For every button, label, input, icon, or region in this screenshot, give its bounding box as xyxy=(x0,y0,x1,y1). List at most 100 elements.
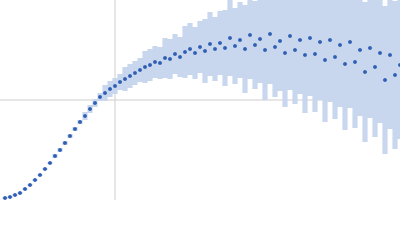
data-point xyxy=(248,33,252,37)
data-point xyxy=(183,50,187,54)
data-point xyxy=(193,51,197,55)
data-point xyxy=(363,70,367,74)
error-bar xyxy=(307,0,313,96)
data-point xyxy=(148,63,152,67)
data-point xyxy=(233,44,237,48)
data-point xyxy=(73,127,77,131)
data-point xyxy=(13,193,17,197)
data-point xyxy=(83,114,87,118)
data-point xyxy=(263,48,267,52)
data-point xyxy=(23,187,27,191)
data-point xyxy=(48,161,52,165)
data-point xyxy=(143,65,147,69)
error-bar xyxy=(317,0,323,100)
error-bar xyxy=(357,0,363,116)
error-bar xyxy=(312,0,318,112)
data-point xyxy=(228,36,232,40)
data-point xyxy=(103,91,107,95)
data-point xyxy=(343,62,347,66)
data-point xyxy=(133,71,137,75)
data-point xyxy=(373,65,377,69)
data-point xyxy=(93,101,97,105)
data-point xyxy=(348,40,352,44)
data-point xyxy=(198,45,202,49)
error-bar xyxy=(387,0,393,129)
data-point xyxy=(98,95,102,99)
data-point xyxy=(213,47,217,51)
data-point xyxy=(63,141,67,145)
data-point xyxy=(313,52,317,56)
error-bar xyxy=(337,0,343,107)
data-point xyxy=(258,37,262,41)
data-point xyxy=(368,46,372,50)
error-bar xyxy=(397,0,400,139)
data-point xyxy=(328,38,332,42)
data-point xyxy=(323,58,327,62)
data-point xyxy=(253,43,257,47)
data-point xyxy=(353,60,357,64)
error-bar xyxy=(287,0,293,90)
data-point xyxy=(333,55,337,59)
data-point xyxy=(218,41,222,45)
data-point xyxy=(123,77,127,81)
data-point xyxy=(203,49,207,53)
chart xyxy=(0,0,400,200)
data-point xyxy=(158,61,162,65)
data-point xyxy=(28,183,32,187)
data-point xyxy=(278,39,282,43)
data-point xyxy=(38,173,42,177)
data-point xyxy=(8,195,12,199)
data-point xyxy=(238,38,242,42)
data-point xyxy=(33,178,37,182)
data-point xyxy=(58,148,62,152)
data-point xyxy=(358,48,362,52)
error-bar xyxy=(292,0,298,104)
error-bar xyxy=(297,0,303,94)
data-point xyxy=(293,48,297,52)
data-point xyxy=(153,60,157,64)
data-point xyxy=(168,57,172,61)
data-point xyxy=(108,87,112,91)
data-point xyxy=(283,51,287,55)
data-point xyxy=(163,56,167,60)
data-point xyxy=(308,36,312,40)
data-point xyxy=(288,34,292,38)
error-bar xyxy=(267,0,273,84)
error-bar xyxy=(352,0,358,128)
plot-area xyxy=(0,0,400,200)
data-point xyxy=(128,74,132,78)
error-bar xyxy=(327,0,333,102)
data-point xyxy=(68,134,72,138)
data-point xyxy=(223,46,227,50)
error-bar xyxy=(257,0,263,83)
data-point xyxy=(173,52,177,56)
data-point xyxy=(88,107,92,111)
error-bar xyxy=(332,0,338,119)
data-point xyxy=(138,68,142,72)
data-point xyxy=(303,53,307,57)
data-point xyxy=(178,55,182,59)
data-point xyxy=(78,120,82,124)
data-point xyxy=(273,45,277,49)
data-point xyxy=(43,167,47,171)
data-point xyxy=(383,78,387,82)
data-point xyxy=(268,32,272,36)
data-point xyxy=(388,53,392,57)
data-point xyxy=(188,47,192,51)
data-point xyxy=(3,196,7,200)
error-bar xyxy=(277,0,283,91)
data-point xyxy=(393,73,397,77)
data-point xyxy=(338,43,342,47)
data-point xyxy=(53,154,57,158)
error-bar xyxy=(377,0,383,123)
data-point xyxy=(208,42,212,46)
data-point xyxy=(318,40,322,44)
error-bar xyxy=(367,0,373,118)
data-point xyxy=(378,51,382,55)
data-point xyxy=(243,47,247,51)
error-bar xyxy=(247,0,253,79)
data-point xyxy=(118,80,122,84)
error-bar xyxy=(347,0,353,108)
data-point xyxy=(18,191,22,195)
data-point xyxy=(298,38,302,42)
